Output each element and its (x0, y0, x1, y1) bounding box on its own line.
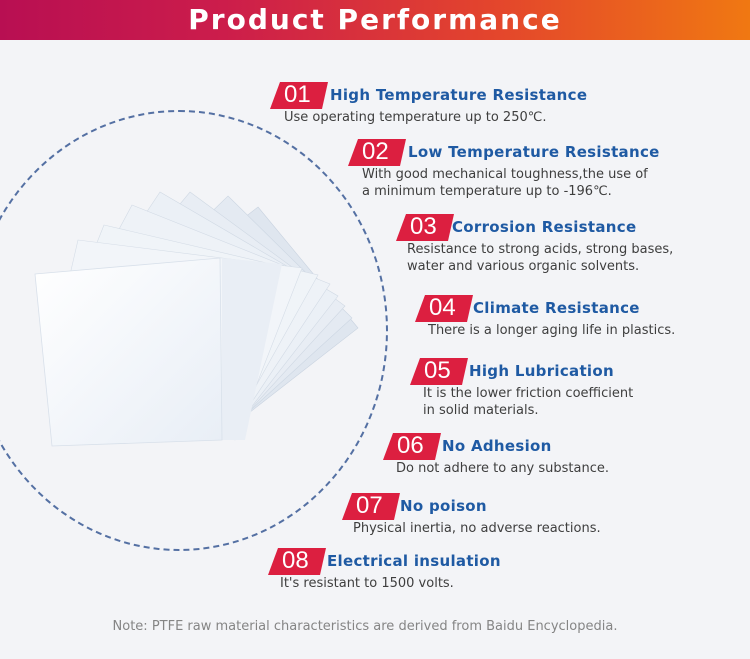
feature-title: High Temperature Resistance (330, 86, 588, 104)
feature-title: No poison (400, 497, 487, 515)
feature-number: 05 (424, 357, 451, 384)
feature-description-line: It's resistant to 1500 volts. (280, 576, 454, 591)
feature-description-line: Use operating temperature up to 250℃. (284, 110, 547, 125)
feature-title: Electrical insulation (327, 552, 501, 570)
feature-title: High Lubrication (469, 362, 614, 380)
feature-title: No Adhesion (442, 437, 552, 455)
page-title: Product Performance (188, 3, 562, 36)
header-banner: Product Performance (0, 0, 750, 40)
feature-number: 08 (282, 547, 309, 574)
feature-description-line: water and various organic solvents. (407, 259, 640, 274)
feature-number: 07 (356, 492, 383, 519)
feature-description-line: a minimum temperature up to -196℃. (362, 184, 612, 199)
feature-title: Low Temperature Resistance (408, 143, 660, 161)
feature-number: 04 (429, 294, 456, 321)
feature-title: Corrosion Resistance (452, 218, 637, 236)
feature-description-line: It is the lower friction coefficient (423, 386, 634, 401)
feature-number: 06 (397, 432, 424, 459)
feature-description-line: With good mechanical toughness,the use o… (362, 167, 648, 182)
feature-description-line: Physical inertia, no adverse reactions. (353, 521, 601, 536)
feature-description-line: There is a longer aging life in plastics… (428, 323, 676, 338)
feature-description-line: in solid materials. (423, 403, 539, 418)
decorative-dashed-circle (0, 110, 388, 551)
feature-description-line: Do not adhere to any substance. (396, 461, 609, 476)
footnote: Note: PTFE raw material characteristics … (112, 619, 618, 634)
feature-title: Climate Resistance (473, 299, 640, 317)
feature-number: 01 (284, 81, 311, 108)
feature-number: 02 (362, 138, 389, 165)
feature-number: 03 (410, 213, 437, 240)
feature-description-line: Resistance to strong acids, strong bases… (407, 242, 674, 257)
